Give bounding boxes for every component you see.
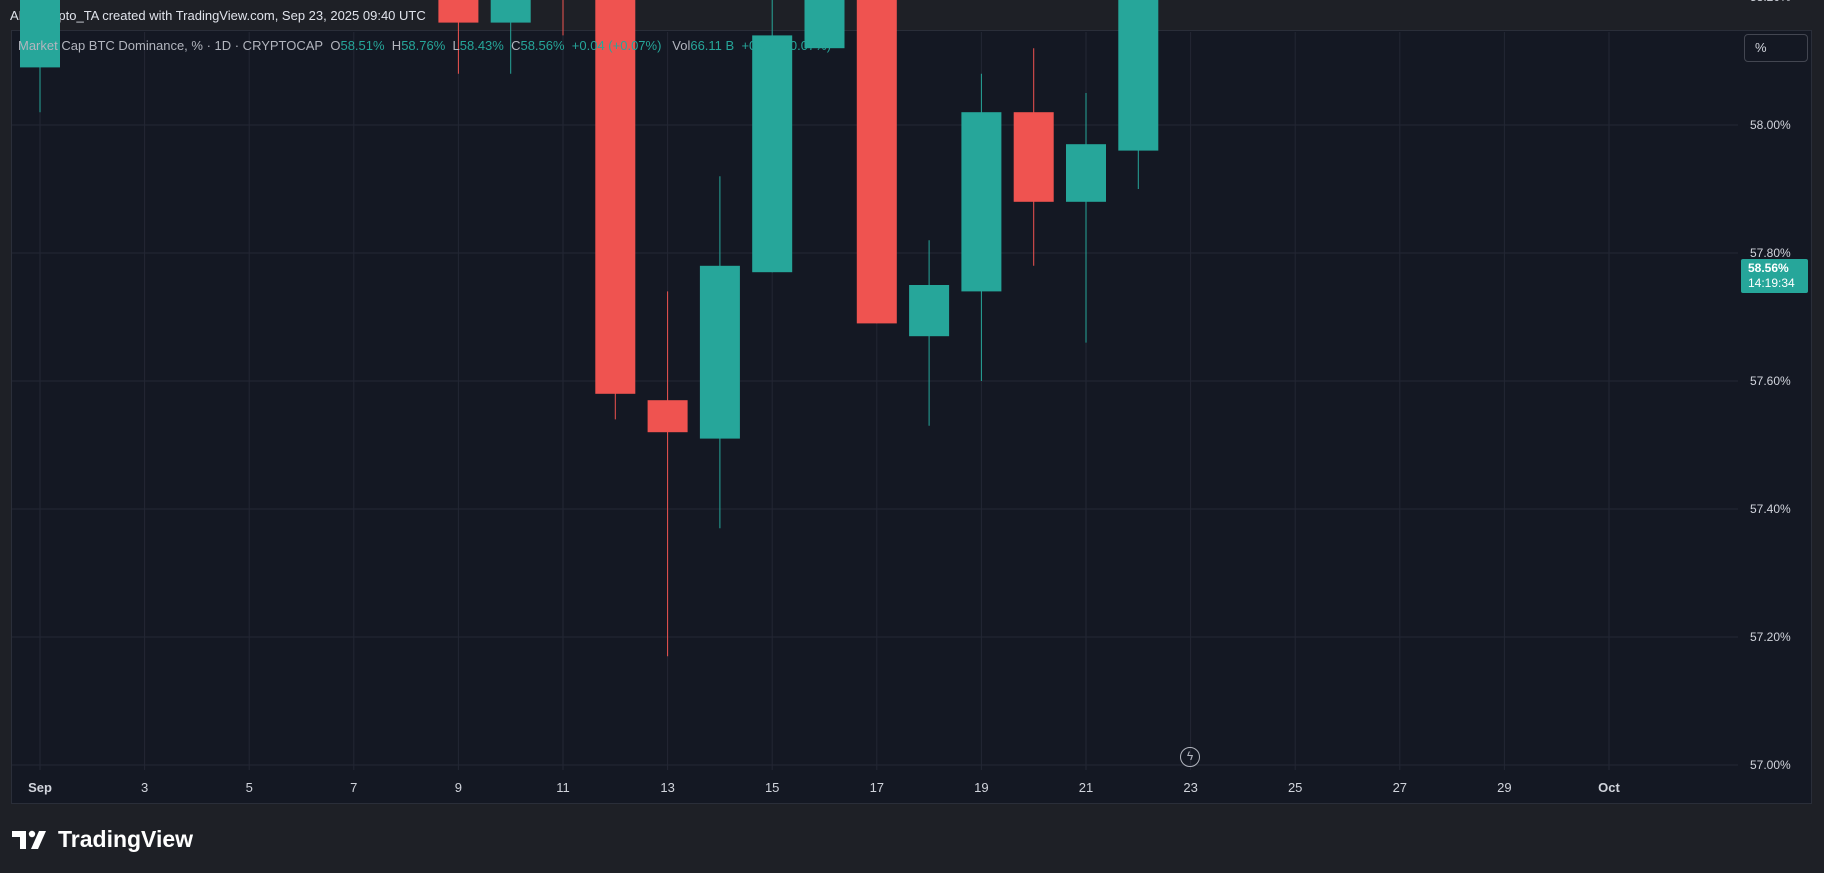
- y-tick-label: 57.80%: [1750, 246, 1791, 260]
- x-tick-label: 27: [1393, 780, 1407, 795]
- chart-credit: AMBCrypto_TA created with TradingView.co…: [10, 8, 426, 23]
- candle-body-down: [647, 400, 688, 433]
- x-tick-label: 19: [974, 780, 988, 795]
- candle-body-up: [804, 0, 845, 49]
- candle-body-up: [1066, 144, 1106, 202]
- x-tick-label: 3: [141, 780, 148, 795]
- tradingview-brand[interactable]: TradingView: [12, 826, 193, 853]
- x-tick-label: 13: [660, 780, 674, 795]
- x-tick-label: 23: [1183, 780, 1197, 795]
- candle-body-up: [1118, 0, 1159, 151]
- candle-body-down: [1013, 112, 1054, 202]
- legend-high-value: 58.76%: [401, 38, 446, 53]
- y-tick-label: 57.20%: [1750, 630, 1791, 644]
- y-tick-label: 57.00%: [1750, 758, 1791, 772]
- tradingview-logo-icon: [12, 830, 46, 849]
- y-tick-label: 57.60%: [1750, 374, 1791, 388]
- last-price-tag: 58.56% 14:19:34: [1741, 259, 1808, 293]
- candle-body-up: [490, 0, 531, 23]
- x-tick-label: 15: [765, 780, 779, 795]
- x-tick-label: 21: [1079, 780, 1093, 795]
- x-tick-label: 9: [455, 780, 462, 795]
- x-tick-label: 11: [556, 780, 570, 795]
- legend-close-label: C: [511, 38, 521, 53]
- legend-volume-value: 66.11 B: [690, 38, 735, 53]
- x-tick-label: 17: [870, 780, 884, 795]
- x-tick-label: 5: [246, 780, 253, 795]
- bar-countdown: 14:19:34: [1748, 276, 1795, 290]
- legend-volume-label: Vol: [672, 38, 691, 53]
- brand-name: TradingView: [58, 826, 194, 852]
- chart-pane[interactable]: [11, 30, 1812, 804]
- legend-volume-change: +0.04 (+0.07%): [741, 38, 832, 53]
- candle-body-up: [752, 35, 793, 273]
- candle-body-up: [909, 285, 950, 337]
- x-tick-label: 25: [1288, 780, 1302, 795]
- legend-open-value: 58.51%: [340, 38, 385, 53]
- candle-body-down: [595, 0, 636, 394]
- legend-low-label: L: [452, 38, 460, 53]
- last-price-value: 58.56%: [1748, 261, 1789, 275]
- candles: [20, 0, 1159, 657]
- candle-body-up: [20, 0, 60, 68]
- price-axis[interactable]: 57.00% 57.20% 57.40% 57.60% 57.80% 58.00% 58.2…: [1750, 0, 1791, 772]
- y-tick-label: 57.40%: [1750, 502, 1791, 516]
- legend-close-value: 58.56%: [520, 38, 565, 53]
- percent-scale-button[interactable]: %: [1744, 34, 1808, 62]
- legend-low-value: 58.43%: [459, 38, 504, 53]
- legend-high-label: H: [391, 38, 402, 53]
- grid-lines: [12, 32, 1738, 770]
- time-axis[interactable]: Sep 3 5 7 9 11 13 15 17 19 21 23 25 27 29 Oct: [28, 780, 1620, 795]
- legend-change: +0.04 (+0.07%): [571, 38, 662, 53]
- y-tick-label: 58.00%: [1750, 118, 1791, 132]
- lightning-icon[interactable]: ϟ: [1180, 747, 1200, 767]
- x-tick-label: 7: [350, 780, 357, 795]
- legend-open-label: O: [330, 38, 341, 53]
- candle-body-up: [699, 265, 740, 439]
- candle-body-down: [856, 0, 897, 324]
- y-tick-label: 58.20%: [1750, 0, 1791, 4]
- candle-body-down: [438, 0, 479, 23]
- x-tick-label: Sep: [28, 780, 52, 795]
- x-tick-label: Oct: [1598, 780, 1620, 795]
- legend-symbol: Market Cap BTC Dominance, % · 1D · CRYPT…: [18, 38, 324, 53]
- x-tick-label: 29: [1497, 780, 1511, 795]
- candle-body-up: [961, 112, 1002, 292]
- symbol-legend[interactable]: Market Cap BTC Dominance, % · 1D · CRYPT…: [18, 38, 831, 53]
